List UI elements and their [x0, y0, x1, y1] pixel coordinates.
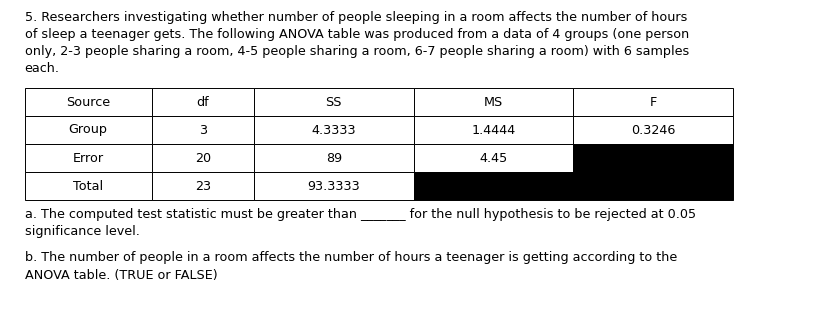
Bar [254, 172, 414, 200]
Bar [254, 88, 414, 116]
Bar [25, 144, 152, 172]
Text: 93.3333: 93.3333 [307, 180, 360, 192]
Bar [573, 172, 733, 200]
Text: a. The computed test statistic must be greater than _______ for the null hypothe: a. The computed test statistic must be g… [25, 208, 695, 221]
Text: 5. Researchers investigating whether number of people sleeping in a room affects: 5. Researchers investigating whether num… [25, 11, 687, 24]
Text: F: F [649, 96, 657, 109]
Text: ANOVA table. (TRUE or FALSE): ANOVA table. (TRUE or FALSE) [25, 269, 217, 281]
Bar [25, 116, 152, 144]
Text: 4.45: 4.45 [479, 152, 508, 165]
Text: Total: Total [73, 180, 103, 192]
Bar [573, 116, 733, 144]
Text: only, 2-3 people sharing a room, 4-5 people sharing a room, 6-7 people sharing a: only, 2-3 people sharing a room, 4-5 peo… [25, 45, 689, 58]
Text: 20: 20 [195, 152, 210, 165]
Bar [152, 172, 254, 200]
Bar [152, 116, 254, 144]
Text: b. The number of people in a room affects the number of hours a teenager is gett: b. The number of people in a room affect… [25, 251, 676, 264]
Bar [573, 144, 733, 172]
Bar [25, 88, 152, 116]
Bar [254, 116, 414, 144]
Bar [152, 88, 254, 116]
Text: of sleep a teenager gets. The following ANOVA table was produced from a data of : of sleep a teenager gets. The following … [25, 28, 689, 41]
Text: 3: 3 [199, 124, 206, 137]
Text: significance level.: significance level. [25, 225, 139, 238]
Text: MS: MS [484, 96, 503, 109]
Bar [254, 144, 414, 172]
Bar [414, 88, 573, 116]
Text: 4.3333: 4.3333 [311, 124, 356, 137]
Bar [152, 144, 254, 172]
Text: df: df [197, 96, 209, 109]
Text: 0.3246: 0.3246 [631, 124, 676, 137]
Text: Error: Error [72, 152, 104, 165]
Bar [414, 116, 573, 144]
Text: SS: SS [325, 96, 342, 109]
Text: 23: 23 [195, 180, 210, 192]
Text: Source: Source [66, 96, 110, 109]
Text: 1.4444: 1.4444 [471, 124, 516, 137]
Bar [414, 144, 573, 172]
Bar [414, 172, 573, 200]
Text: each.: each. [25, 62, 60, 75]
Bar [573, 88, 733, 116]
Text: 89: 89 [326, 152, 342, 165]
Bar [25, 172, 152, 200]
Text: Group: Group [69, 124, 107, 137]
